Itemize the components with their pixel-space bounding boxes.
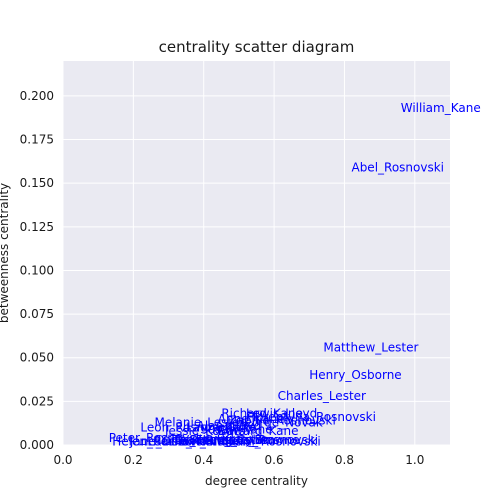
point-label: Abel_Rosnovski	[351, 160, 444, 174]
x-tick-label: 0.4	[194, 453, 213, 467]
point-label: Kate_Browne	[221, 433, 299, 447]
y-tick-labels: 0.000 0.025 0.050 0.075 0.100 0.125 0.150 0.175…	[20, 89, 54, 452]
point-label: Zaphia_Rosnovski	[228, 414, 335, 428]
point-label: Melanie_Lester	[154, 415, 244, 429]
point-label: Matthew_Lester	[323, 340, 418, 354]
point-label: Curtis_Fenton	[154, 433, 236, 447]
x-tick-labels: 0.0 0.2 0.4 0.6 0.8 1.0	[53, 453, 424, 467]
point-label: Alan_Lloyd	[197, 419, 262, 433]
y-tick-label: 0.125	[20, 220, 54, 234]
point-label: Jane_Osborne	[129, 435, 212, 449]
y-tick-label: 0.200	[20, 89, 54, 103]
x-tick-label: 0.2	[124, 453, 143, 467]
x-tick-label: 0.6	[265, 453, 284, 467]
point-label: Lewis_Lloyd	[246, 407, 317, 421]
point-labels: William_Kane Abel_Rosnovski Matthew_Lester…	[109, 101, 481, 448]
y-tick-label: 0.075	[20, 307, 54, 321]
point-label: Sarah_Lester	[190, 433, 268, 447]
x-tick-label: 0.8	[335, 453, 354, 467]
point-label: Susan_Kane	[200, 422, 272, 436]
point-label: Leon_Rosnovski	[140, 421, 235, 435]
y-tick-label: 0.050	[20, 351, 54, 365]
x-axis-label: degree centrality	[205, 474, 308, 488]
point-label: Anne_Kane	[218, 412, 285, 426]
point-label: Peter_Rosnovski	[109, 431, 206, 445]
y-tick-label: 0.150	[20, 176, 54, 190]
point-label: Helen_Rosnovski	[112, 435, 213, 449]
point-label: Tom_Blake	[175, 435, 239, 449]
plot-background	[63, 61, 450, 445]
x-tick-label: 1.0	[405, 453, 424, 467]
point-label: Louise_Rosnovski	[147, 435, 251, 449]
point-label: Jessie_Kovats	[164, 424, 245, 438]
y-tick-label: 0.100	[20, 263, 54, 277]
y-tick-label: 0.025	[20, 394, 54, 408]
point-label: George_Novak	[235, 415, 323, 429]
y-tick-label: 0.175	[20, 133, 54, 147]
point-label: Richard_Kane	[221, 407, 303, 421]
point-label: William_Kane	[401, 101, 481, 115]
point-label: Henry_Osborne	[309, 368, 401, 382]
point-label: Florentyna_Rosnovski	[246, 410, 376, 424]
point-label: Gregory_Rosnovski	[204, 433, 318, 447]
y-tick-label: 0.000	[20, 438, 54, 452]
point-label: Charles_Lester	[278, 389, 366, 403]
x-tick-label: 0.0	[53, 453, 72, 467]
point-label: Laura_Kane	[186, 421, 256, 435]
y-axis-label: betweenness centrality	[0, 183, 11, 323]
point-label: Thaddeus_Cohen	[171, 433, 275, 447]
point-label: Edward_Kane	[218, 424, 299, 438]
point-label: William_Rosnovski	[211, 435, 321, 449]
gridlines	[62, 61, 450, 446]
chart-title: centrality scatter diagram	[159, 38, 355, 56]
